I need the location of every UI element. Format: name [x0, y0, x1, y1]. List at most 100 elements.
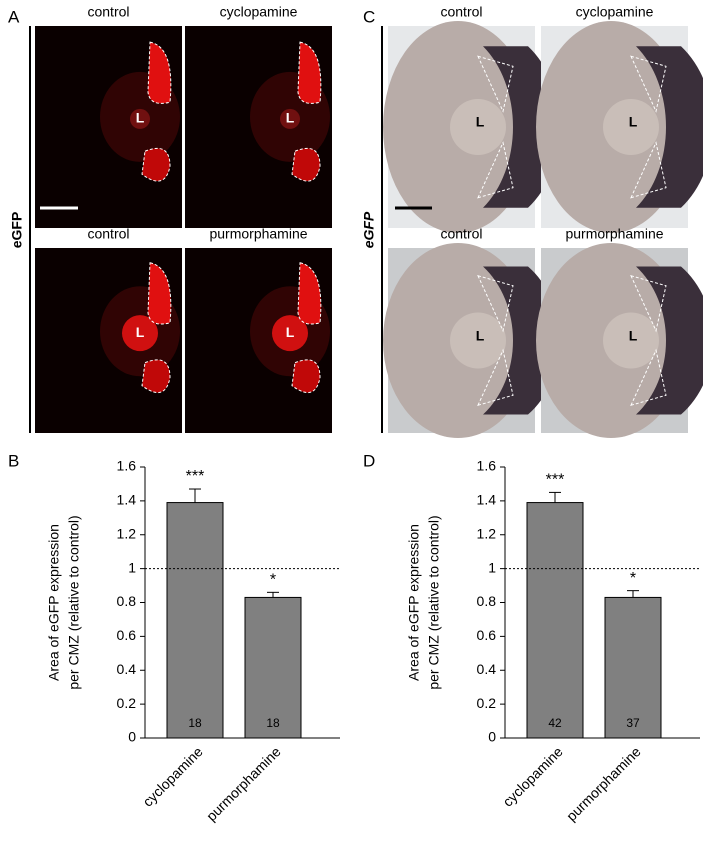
panel-letter: C: [363, 7, 375, 26]
image-label: purmorphamine: [565, 226, 663, 242]
outline: [141, 359, 171, 394]
lens-label: L: [136, 324, 145, 340]
outline: [477, 274, 514, 333]
cmz: [148, 262, 171, 325]
lens: [603, 312, 659, 369]
lens-glow: [272, 315, 308, 352]
panel-letter: D: [363, 451, 375, 470]
outline: [477, 141, 514, 199]
y-axis-label: per CMZ (relative to control): [426, 515, 442, 689]
outline: [291, 359, 321, 394]
significance: *: [270, 572, 276, 589]
n-label: 37: [626, 716, 640, 730]
y-axis-label: Area of eGFP expression: [46, 524, 62, 681]
significance: *: [630, 570, 636, 587]
y-tick-label: 0.6: [477, 627, 497, 643]
cmz: [292, 148, 320, 182]
significance: ***: [186, 468, 205, 485]
outline: [147, 41, 172, 104]
y-tick-label: 0: [128, 729, 136, 745]
n-label: 18: [188, 716, 202, 730]
micrograph: L: [383, 243, 560, 438]
micrograph: L: [35, 248, 182, 433]
cmz: [148, 42, 171, 104]
cmz-dark: [483, 266, 560, 415]
side-label: eGFP: [361, 211, 377, 248]
lens-label: L: [629, 328, 638, 344]
y-tick-label: 0.4: [477, 661, 497, 677]
outline: [297, 262, 322, 325]
y-tick-label: 0.2: [477, 695, 497, 711]
micrograph: L: [536, 21, 703, 233]
y-axis-label: Area of eGFP expression: [406, 524, 422, 681]
y-tick-label: 1.6: [117, 458, 137, 474]
x-tick-label: purmorphamine: [563, 743, 644, 824]
lens-glow: [280, 108, 300, 129]
micrograph: L: [185, 26, 332, 228]
lens: [603, 99, 659, 155]
y-tick-label: 1: [128, 559, 136, 575]
lens: [450, 312, 506, 369]
image-label: control: [440, 226, 482, 242]
lens-glow: [122, 315, 158, 352]
cmz-dark: [636, 266, 703, 415]
lens-label: L: [476, 114, 485, 130]
image-label: control: [87, 4, 129, 20]
outline: [630, 348, 667, 407]
cmz-dark: [636, 46, 703, 208]
significance: ***: [546, 472, 565, 489]
lens-label: L: [136, 110, 145, 126]
outline: [291, 147, 321, 182]
cmz-dark: [483, 46, 560, 208]
y-axis-label: per CMZ (relative to control): [66, 515, 82, 689]
outline: [630, 141, 667, 199]
side-label: eGFP: [9, 212, 25, 249]
cmz: [142, 148, 170, 182]
outline: [297, 41, 322, 104]
micrograph: L: [35, 26, 182, 228]
y-tick-label: 1.6: [477, 458, 497, 474]
outline: [141, 147, 171, 182]
y-tick-label: 0.8: [117, 593, 137, 609]
outline: [147, 262, 172, 325]
y-tick-label: 1.4: [477, 492, 497, 508]
lens: [450, 99, 506, 155]
image-label: control: [440, 4, 482, 20]
image-label: purmorphamine: [209, 226, 307, 242]
bar: [526, 502, 584, 739]
lens-label: L: [476, 328, 485, 344]
outline: [477, 348, 514, 407]
lens-label: L: [286, 324, 295, 340]
panel-letter: A: [8, 7, 20, 26]
micrograph: L: [383, 21, 560, 233]
panel-letter: B: [8, 451, 19, 470]
y-tick-label: 1.2: [477, 525, 497, 541]
bar: [166, 502, 224, 739]
image-label: control: [87, 226, 129, 242]
micrograph: L: [536, 243, 703, 438]
image-label: cyclopamine: [220, 4, 298, 20]
y-tick-label: 0.4: [117, 661, 137, 677]
n-label: 42: [548, 716, 562, 730]
outline: [477, 55, 514, 113]
y-tick-label: 0.2: [117, 695, 137, 711]
cmz: [292, 359, 320, 393]
y-tick-label: 0.8: [477, 593, 497, 609]
y-tick-label: 0.6: [117, 627, 137, 643]
lens-label: L: [629, 114, 638, 130]
y-tick-label: 0: [488, 729, 496, 745]
image-label: cyclopamine: [576, 4, 654, 20]
lens-glow: [130, 108, 150, 129]
x-tick-label: cyclopamine: [499, 743, 565, 809]
x-tick-label: purmorphamine: [203, 743, 284, 824]
bar: [604, 596, 662, 739]
n-label: 18: [266, 716, 280, 730]
cmz: [298, 262, 321, 325]
y-tick-label: 1: [488, 559, 496, 575]
cmz: [142, 359, 170, 393]
x-tick-label: cyclopamine: [139, 743, 205, 809]
outline: [630, 55, 667, 113]
y-tick-label: 1.4: [117, 492, 137, 508]
outline: [630, 274, 667, 333]
lens-label: L: [286, 110, 295, 126]
